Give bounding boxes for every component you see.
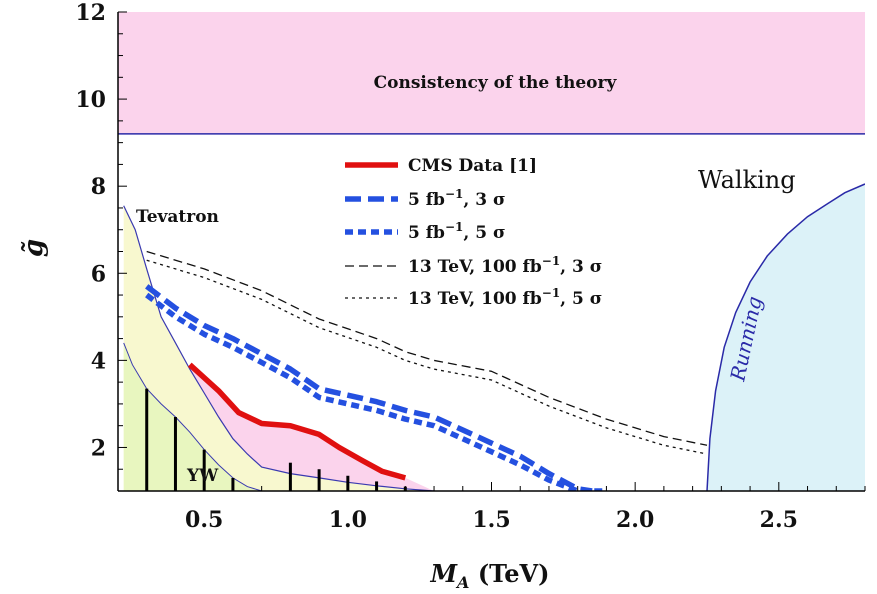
x-tick-label: 0.5 xyxy=(185,507,223,533)
consistency-region xyxy=(118,12,865,134)
yw-label: YW xyxy=(186,466,219,486)
yw-region xyxy=(123,342,262,491)
y-tick-label: 8 xyxy=(91,174,106,200)
tevatron-boundary xyxy=(123,205,435,491)
running-boundary xyxy=(706,183,865,491)
legend-entry-2: 5 fb−1, 5 σ xyxy=(408,220,505,243)
chart-regions xyxy=(118,12,865,491)
yw-boundary xyxy=(123,342,434,491)
series-line-2 xyxy=(145,292,607,491)
x-tick-label: 2.5 xyxy=(760,507,798,533)
walking-region xyxy=(706,184,865,491)
tevatron-region xyxy=(123,205,435,491)
x-tick-label: 1.5 xyxy=(472,507,510,533)
y-tick-label: 2 xyxy=(91,435,106,461)
y-tick-label: 4 xyxy=(91,348,106,374)
chart-legend: CMS Data [1] 5 fb−1, 3 σ 5 fb−1, 5 σ 13 TeV… xyxy=(345,156,602,309)
legend-entry-4: 13 TeV, 100 fb−1, 5 σ xyxy=(408,286,602,309)
y-tick-label: 6 xyxy=(91,261,106,287)
x-axis-title: MA (TeV) xyxy=(429,559,549,592)
series-line-1 xyxy=(145,284,593,491)
legend-entry-1: 5 fb−1, 3 σ xyxy=(408,187,505,210)
x-tick-label: 1.0 xyxy=(329,507,367,533)
legend-entry-3: 13 TeV, 100 fb−1, 3 σ xyxy=(408,254,602,277)
chart-series xyxy=(145,250,708,491)
walking-label: Walking xyxy=(698,166,796,194)
chart-axes: 0.5 1.0 1.5 2.0 2.5 2 4 6 8 10 12 xyxy=(75,0,866,533)
y-tick-label: 10 xyxy=(75,87,106,113)
consistency-label: Consistency of the theory xyxy=(374,73,618,93)
cms-excluded-region xyxy=(189,364,435,491)
y-tick-label: 12 xyxy=(75,0,106,26)
legend-entry-0: CMS Data [1] xyxy=(408,156,537,176)
tevatron-label: Tevatron xyxy=(136,207,219,227)
x-tick-label: 2.0 xyxy=(616,507,654,533)
y-axis-title: g̃ xyxy=(19,239,49,257)
series-line-0 xyxy=(187,362,407,481)
chart-labels: MA (TeV) g̃ Consistency of the theory Tevat… xyxy=(19,73,796,592)
